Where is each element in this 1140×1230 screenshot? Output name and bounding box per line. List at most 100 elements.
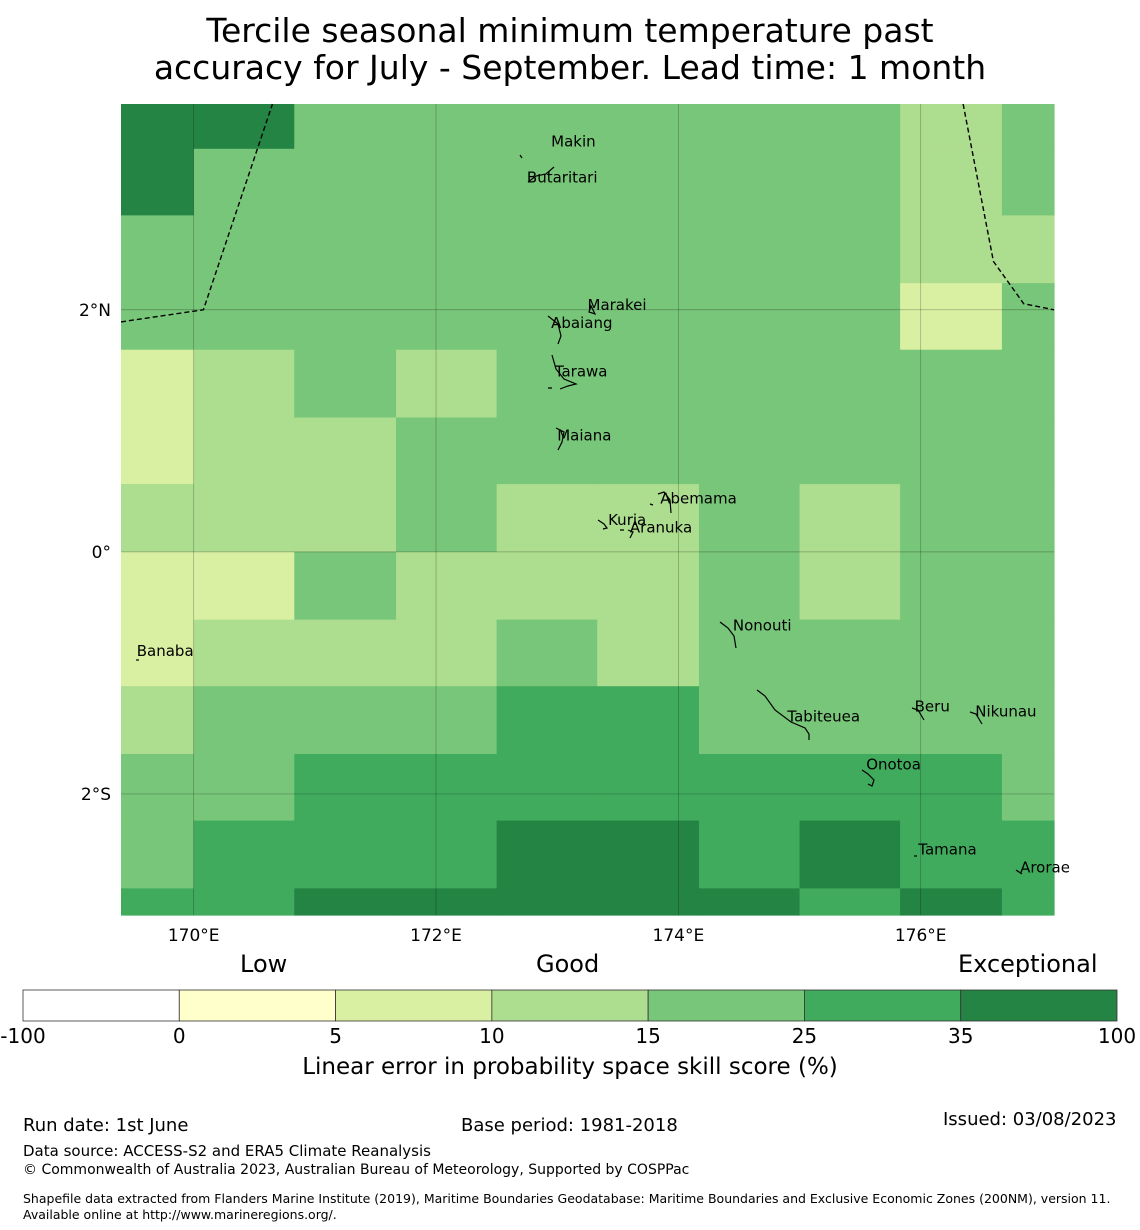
skill-cell (193, 417, 295, 485)
skill-cell (597, 686, 700, 755)
skill-cell (1001, 888, 1055, 916)
place-label: Marakei (588, 296, 647, 314)
skill-cell (597, 349, 700, 419)
island-outline (861, 769, 875, 787)
skill-cell (294, 820, 397, 889)
place-label: Tamana (917, 840, 976, 858)
skill-cell (900, 551, 1003, 621)
skill-cell (900, 619, 1003, 687)
skill-cell (121, 551, 195, 621)
skill-cell (294, 349, 397, 419)
island-outlines (136, 154, 1023, 875)
skill-cell (698, 686, 801, 755)
skill-cell (698, 754, 801, 822)
skill-cell (799, 820, 901, 889)
skill-cell (698, 104, 801, 150)
skill-cell (698, 820, 801, 889)
colorbar-segment (335, 989, 493, 1022)
skill-cell (496, 820, 598, 889)
colorbar-tick-label: 0 (172, 1024, 186, 1048)
skill-cell (900, 484, 1003, 553)
skill-cell (121, 148, 195, 216)
skill-cell (900, 754, 1003, 822)
skill-cell (799, 215, 901, 284)
skill-cell (900, 283, 1003, 351)
place-label: Nonouti (733, 617, 792, 635)
skill-cell (294, 215, 397, 284)
longitude-tick-label: 176°E (895, 926, 947, 946)
place-label: Makin (551, 132, 596, 150)
skill-cell (294, 484, 397, 553)
skill-cell (396, 820, 498, 889)
skill-cell (597, 417, 700, 485)
skill-cell (396, 686, 498, 755)
island-outline (597, 519, 609, 530)
place-label: Aranuka (630, 518, 692, 536)
skill-cell (1001, 104, 1055, 150)
skill-cell (396, 484, 498, 553)
skill-cell (193, 349, 295, 419)
latitude-tick-label: 0° (92, 543, 111, 563)
skill-grid (121, 104, 1055, 916)
colorbar-segment (804, 989, 962, 1022)
skill-cell (597, 283, 700, 351)
skill-cell (193, 148, 295, 216)
colorbar-tick-label: 15 (635, 1024, 661, 1048)
skill-cell (193, 754, 295, 822)
run-date: Run date: 1st June (23, 1115, 189, 1136)
skill-cell (900, 888, 1003, 916)
island-outline (519, 154, 523, 159)
skill-cell (396, 417, 498, 485)
skill-cell (496, 148, 598, 216)
skill-cell (121, 754, 195, 822)
skill-cell (900, 104, 1003, 150)
skill-cell (396, 148, 498, 216)
skill-cell (193, 215, 295, 284)
skill-cell (597, 148, 700, 216)
skill-cell (294, 148, 397, 216)
skill-cell (193, 551, 295, 621)
skill-cell (121, 686, 195, 755)
skill-cell (294, 551, 397, 621)
colorbar-segment (22, 989, 180, 1022)
skill-cell (193, 820, 295, 889)
skill-cell (799, 619, 901, 687)
skill-cell (1001, 619, 1055, 687)
skill-cell (698, 417, 801, 485)
map-title-line-1: Tercile seasonal minimum temperature pas… (206, 11, 934, 50)
issued-date: Issued: 03/08/2023 (943, 1109, 1117, 1130)
island-outline (719, 621, 737, 649)
longitude-tick-label: 170°E (168, 926, 220, 946)
island-outline (527, 166, 555, 183)
longitude-tick-label: 174°E (653, 926, 705, 946)
skill-cell (1001, 754, 1055, 822)
skill-cell (121, 619, 195, 687)
skill-cell (396, 888, 498, 916)
base-period: Base period: 1981-2018 (461, 1115, 678, 1136)
skill-cell (799, 148, 901, 216)
place-label: Onotoa (866, 756, 921, 774)
place-label: Butaritari (527, 169, 598, 187)
skill-cell (1001, 484, 1055, 553)
skill-cell (496, 619, 598, 687)
skill-cell (294, 417, 397, 485)
island-outline (547, 315, 562, 345)
skill-cell (294, 619, 397, 687)
skill-cell (698, 888, 801, 916)
skill-cell (698, 148, 801, 216)
skill-cell (799, 686, 901, 755)
skill-cell (193, 888, 295, 916)
skill-cell (294, 283, 397, 351)
latitude-tick-label: 2°N (79, 301, 111, 321)
colorbar-tick-label: -100 (0, 1024, 46, 1048)
skill-cell (496, 349, 598, 419)
legend-category-exceptional: Exceptional (958, 950, 1098, 978)
skill-cell (396, 104, 498, 150)
skill-map: 2°N 0° 2°S 170°E 172°E 174°E 176°E Makin Butari… (79, 103, 1070, 946)
skill-cell (1001, 686, 1055, 755)
skill-cell (597, 551, 700, 621)
skill-cell (294, 686, 397, 755)
skill-cell (396, 551, 498, 621)
island-outline (969, 711, 983, 725)
